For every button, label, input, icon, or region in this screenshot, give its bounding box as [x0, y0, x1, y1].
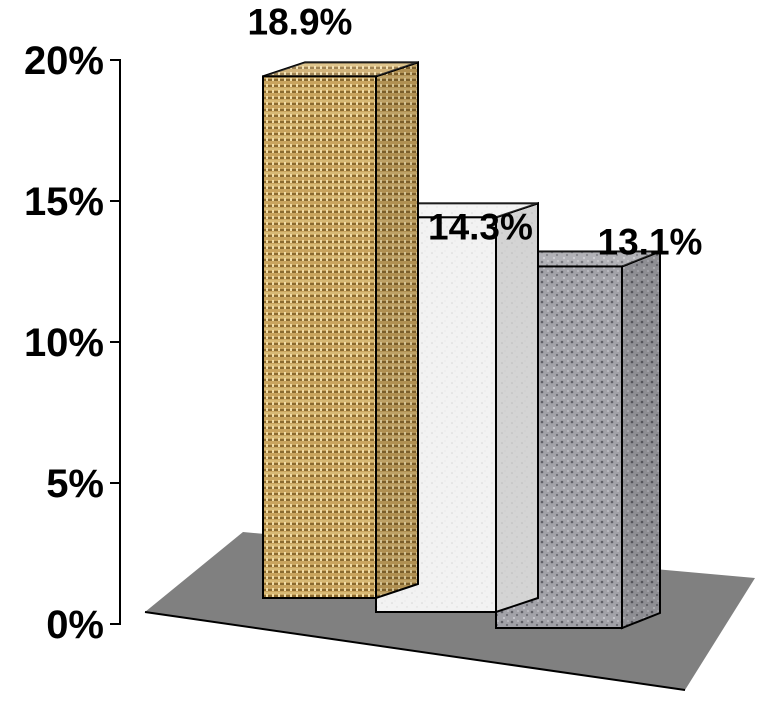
y-tick-label: 10%	[24, 321, 104, 365]
bar-value-label-1: 18.9%	[248, 1, 353, 42]
x-axis-line	[144, 611, 686, 691]
bar-side-shade	[496, 203, 538, 612]
bar-top-shine	[263, 62, 418, 77]
y-tick-label: 15%	[24, 180, 104, 224]
bar-side-shade	[622, 251, 660, 628]
bar-value-label-2: 14.3%	[428, 206, 533, 247]
bar-1	[262, 60, 419, 600]
bar-side-shade	[376, 62, 418, 599]
bar-value-label-3: 13.1%	[598, 221, 703, 262]
y-tick-label: 20%	[24, 39, 104, 83]
bar-front-face	[262, 75, 377, 600]
y-tick-label: 5%	[46, 462, 104, 506]
y-tick-label: 0%	[46, 603, 104, 647]
